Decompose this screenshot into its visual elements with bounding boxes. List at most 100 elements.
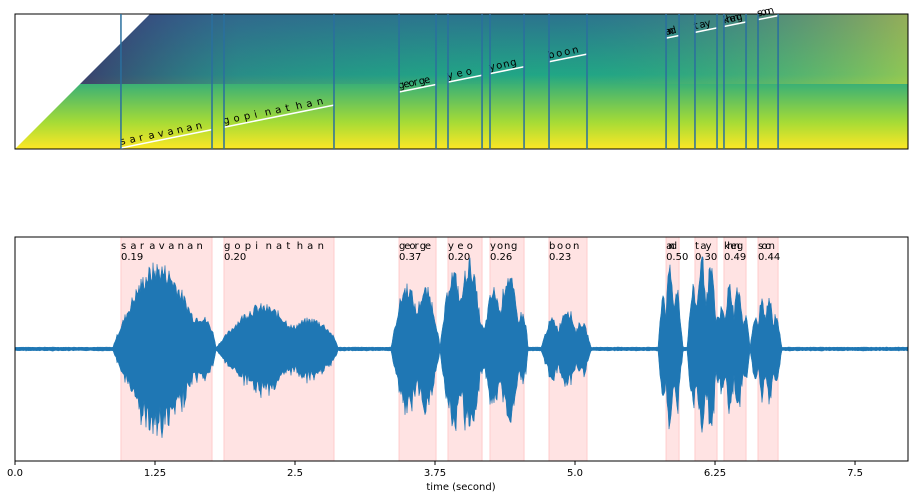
path-segment bbox=[223, 104, 335, 128]
x-tick-label: 6.25 bbox=[704, 468, 726, 479]
char-label: d bbox=[671, 241, 677, 252]
score-label: 0.37 bbox=[399, 252, 421, 263]
path-segment bbox=[398, 83, 437, 93]
char-label: o bbox=[495, 60, 504, 72]
char-label: y bbox=[448, 241, 454, 252]
char-label: g bbox=[737, 241, 743, 252]
char-label: s bbox=[756, 8, 764, 20]
char-label: s bbox=[758, 241, 763, 252]
heatmap-mask bbox=[15, 14, 150, 149]
char-label: r bbox=[412, 77, 420, 89]
path-segment bbox=[120, 128, 213, 149]
char-label: n bbox=[176, 124, 185, 136]
char-label: n bbox=[178, 241, 184, 252]
char-label: a bbox=[307, 241, 313, 252]
char-label: t bbox=[695, 241, 699, 252]
score-label: 0.23 bbox=[549, 252, 571, 263]
path-segment bbox=[665, 34, 680, 39]
char-label: y bbox=[704, 18, 713, 30]
char-label: o bbox=[409, 241, 415, 252]
char-label: o bbox=[763, 6, 772, 18]
score-label: 0.30 bbox=[695, 252, 717, 263]
char-label: o bbox=[759, 7, 768, 19]
x-tick-label: 2.5 bbox=[287, 468, 303, 479]
path-segment bbox=[723, 21, 747, 28]
char-label: h bbox=[297, 241, 303, 252]
char-label: b bbox=[547, 49, 556, 61]
char-label: s bbox=[119, 136, 127, 148]
score-label: 0.19 bbox=[121, 252, 143, 263]
trellis-frame bbox=[14, 13, 909, 150]
char-label: a bbox=[305, 98, 314, 110]
char-label: g bbox=[418, 75, 427, 87]
char-label: n bbox=[504, 241, 510, 252]
char-label: n bbox=[194, 120, 203, 132]
char-label: o bbox=[555, 48, 564, 60]
char-label: g bbox=[420, 241, 426, 252]
score-label: 0.20 bbox=[448, 252, 470, 263]
x-axis-label: time (second) bbox=[426, 482, 495, 493]
char-label: y bbox=[490, 241, 496, 252]
char-label: n bbox=[769, 241, 775, 252]
char-label: n bbox=[318, 241, 324, 252]
char-label: o bbox=[465, 66, 474, 78]
char-label: o bbox=[234, 241, 240, 252]
char-label: y bbox=[488, 61, 497, 73]
char-label: g bbox=[397, 80, 406, 92]
char-label: a bbox=[166, 126, 175, 138]
char-label: a bbox=[664, 26, 673, 38]
char-label: k bbox=[722, 14, 731, 26]
char-label: y bbox=[446, 70, 455, 82]
char-label: r bbox=[140, 241, 145, 252]
char-label: g bbox=[399, 241, 405, 252]
char-label: e bbox=[423, 74, 432, 86]
char-label: n bbox=[668, 241, 674, 252]
char-label: r bbox=[138, 132, 146, 144]
char-label: o bbox=[762, 241, 768, 252]
char-label: a bbox=[149, 241, 155, 252]
char-label: g bbox=[222, 115, 231, 127]
char-label: g bbox=[224, 241, 230, 252]
char-label: o bbox=[765, 241, 771, 252]
char-label: o bbox=[565, 241, 571, 252]
x-tick-label: 3.75 bbox=[424, 468, 446, 479]
heatmap-shade bbox=[15, 14, 908, 84]
char-label: t bbox=[284, 103, 291, 115]
char-label: n bbox=[571, 45, 580, 57]
char-label: a bbox=[128, 134, 137, 146]
char-label: n bbox=[666, 25, 675, 37]
char-label: r bbox=[415, 241, 420, 252]
char-label: k bbox=[724, 241, 730, 252]
char-label: y bbox=[706, 241, 712, 252]
score-label: 0.20 bbox=[224, 252, 246, 263]
char-label: g bbox=[735, 12, 744, 24]
char-label: a bbox=[185, 122, 194, 134]
char-label: o bbox=[557, 241, 563, 252]
char-label: a bbox=[274, 104, 283, 116]
char-label: o bbox=[467, 241, 473, 252]
char-label: h bbox=[725, 13, 734, 25]
char-label: t bbox=[693, 21, 700, 33]
char-label: n bbox=[573, 241, 579, 252]
char-label: a bbox=[130, 241, 136, 252]
char-label: e bbox=[457, 241, 463, 252]
char-label: d bbox=[669, 25, 678, 37]
x-tick-label: 7.5 bbox=[847, 468, 863, 479]
char-label: n bbox=[197, 241, 203, 252]
char-label: n bbox=[502, 58, 511, 70]
char-label: n bbox=[266, 241, 272, 252]
char-label: n bbox=[264, 106, 273, 118]
char-label: a bbox=[666, 241, 672, 252]
x-tick-label: 0.0 bbox=[7, 468, 23, 479]
char-label: e bbox=[730, 241, 736, 252]
char-label: e bbox=[425, 241, 431, 252]
char-label: h bbox=[727, 241, 733, 252]
char-label: v bbox=[157, 128, 166, 140]
x-tick-label: 1.25 bbox=[144, 468, 166, 479]
score-label: 0.26 bbox=[490, 252, 512, 263]
path-segment bbox=[757, 14, 779, 21]
char-label: p bbox=[245, 241, 251, 252]
